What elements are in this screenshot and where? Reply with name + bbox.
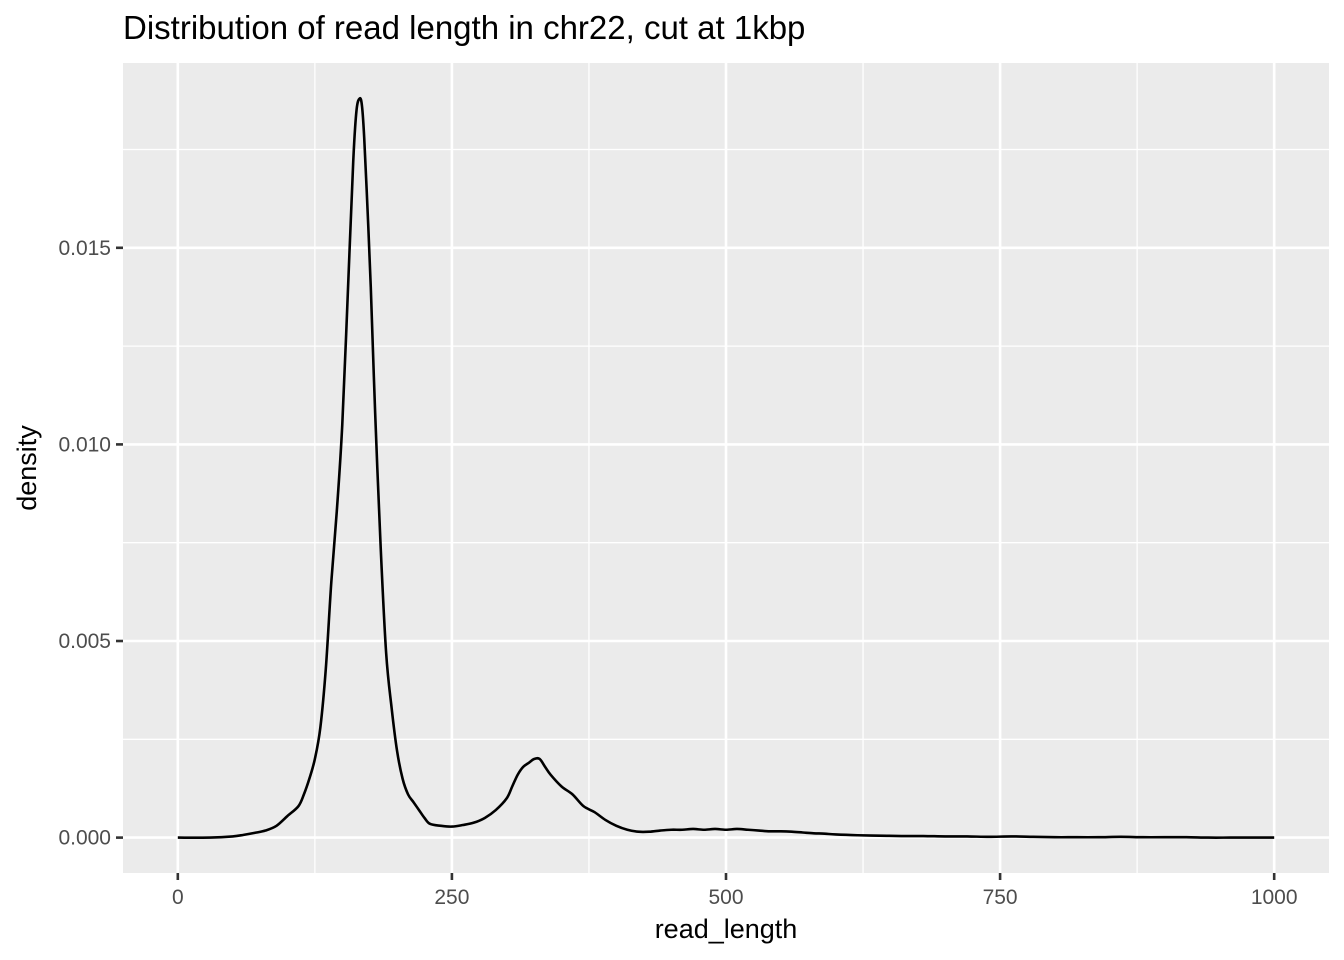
density-line [177, 96, 1275, 839]
x-axis: 0 250 500 750 1000 [172, 873, 1298, 909]
y-tick-label: 0.005 [58, 630, 111, 653]
x-tick-label: 0 [172, 886, 184, 909]
y-tick-label: 0.015 [58, 237, 111, 260]
y-tick-label: 0.000 [58, 827, 111, 850]
x-tick-label: 500 [708, 886, 743, 909]
y-axis-title: density [12, 425, 42, 511]
y-tick-label: 0.010 [58, 433, 111, 456]
x-tick-label: 750 [983, 886, 1018, 909]
chart-title: Distribution of read length in chr22, cu… [123, 9, 805, 46]
x-tick-label: 250 [434, 886, 469, 909]
grid-lines [123, 63, 1329, 873]
y-axis: 0.000 0.005 0.010 0.015 [58, 237, 123, 850]
x-tick-label: 1000 [1251, 886, 1298, 909]
x-axis-title: read_length [655, 914, 798, 944]
